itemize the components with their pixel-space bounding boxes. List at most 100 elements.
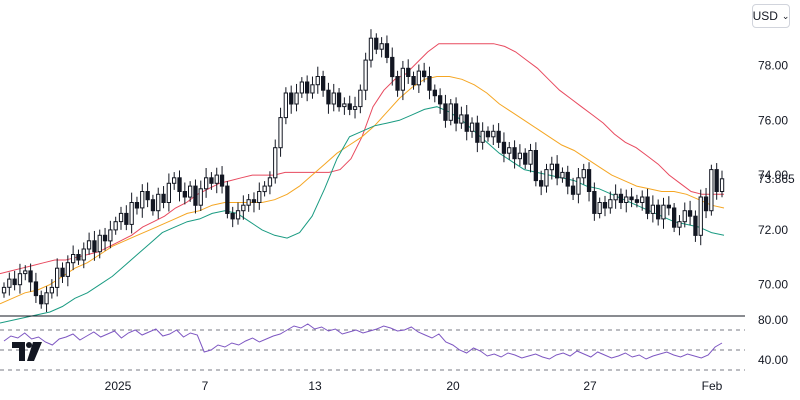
candle [81, 242, 86, 269]
candle-body [235, 210, 241, 220]
candle [182, 182, 187, 205]
candle [347, 95, 352, 116]
candle [172, 172, 177, 190]
candle-body [315, 76, 320, 86]
candle [586, 162, 592, 202]
candle [65, 255, 70, 287]
candle [140, 184, 145, 218]
candle [459, 106, 464, 129]
candle-body [352, 106, 358, 110]
candle-body [81, 248, 86, 261]
candle-body [618, 193, 624, 204]
candle-body [485, 130, 491, 138]
candle [262, 181, 267, 197]
candle [453, 97, 459, 132]
candle-body [108, 229, 113, 242]
candle-body [241, 204, 246, 212]
candle-body [555, 163, 560, 179]
candle-body [7, 278, 12, 288]
time-tick-label: 2025 [105, 379, 132, 393]
candle [129, 192, 134, 234]
candle-body [427, 76, 432, 91]
candle [241, 195, 246, 220]
candle-body [161, 193, 166, 204]
candle-body [374, 37, 379, 50]
candle-body [1, 286, 7, 294]
candle [656, 199, 661, 226]
candle [464, 105, 469, 141]
currency-label: USD [752, 9, 778, 23]
candle [703, 187, 709, 219]
candle [23, 265, 28, 281]
candle-body [273, 147, 278, 179]
candle [55, 258, 60, 297]
candle [624, 189, 629, 213]
candle [491, 124, 496, 145]
candle [214, 167, 219, 194]
candle [251, 192, 257, 213]
candle [326, 82, 331, 114]
candle-body [230, 212, 235, 220]
time-tick-label: 7 [202, 379, 209, 393]
candle [570, 177, 576, 201]
candle-body [581, 169, 586, 179]
bollinger-bands [0, 43, 725, 324]
currency-selector[interactable]: USD ⌄ [752, 4, 790, 28]
candle-body [709, 169, 714, 212]
candle-body [512, 147, 517, 160]
candle [613, 184, 618, 209]
candle-body [166, 182, 171, 204]
price-axis-ticks: 70.00 72.00 74.00 76.00 78.00 [758, 59, 788, 292]
candle [682, 202, 687, 228]
candle-body [406, 67, 411, 78]
candle-body [501, 141, 507, 154]
candle-body [86, 240, 92, 250]
price-tick-label: 76.00 [758, 113, 788, 127]
candle [661, 197, 666, 229]
candle-body [645, 196, 650, 214]
candle-body [124, 212, 129, 225]
candle [204, 167, 209, 198]
candle-body [687, 210, 693, 217]
candle [507, 141, 512, 160]
candle-body [613, 193, 618, 201]
candle-body [539, 180, 544, 187]
candle [28, 263, 33, 292]
candle-body [608, 199, 613, 209]
candle-body [49, 286, 55, 294]
candle-body [39, 295, 44, 305]
candle [60, 262, 65, 283]
candle-body [129, 202, 134, 225]
candle [358, 84, 363, 114]
candle-body [145, 191, 150, 201]
candle-body [544, 169, 549, 187]
candle-body [214, 174, 219, 184]
candle [305, 75, 310, 102]
candle-body [448, 103, 453, 121]
rsi-pane [0, 323, 745, 371]
candle-body [523, 152, 528, 165]
candle-body [172, 177, 177, 184]
candle-body [204, 177, 209, 190]
candle [145, 182, 150, 208]
candle [539, 170, 544, 196]
candle [278, 107, 283, 157]
candle [166, 173, 171, 212]
candle [118, 206, 124, 230]
candle-body [23, 270, 28, 275]
candle [379, 37, 384, 58]
candle [555, 155, 560, 186]
candle [368, 29, 374, 68]
candle [427, 66, 432, 100]
candle [310, 76, 315, 99]
candle [475, 115, 480, 153]
candle [219, 166, 225, 194]
candle [608, 191, 613, 214]
candle [150, 194, 156, 216]
candle [384, 35, 390, 64]
candle-body [719, 178, 725, 193]
candle-body [469, 122, 475, 132]
candle [289, 85, 294, 114]
candle-body [602, 202, 608, 209]
candle [501, 132, 507, 163]
